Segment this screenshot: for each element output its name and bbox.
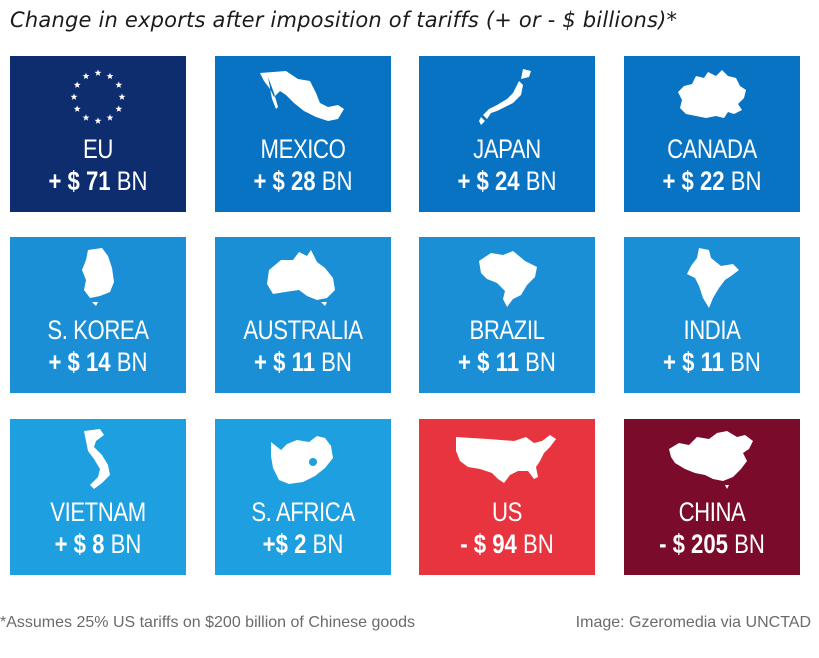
tile-value-amount: - $ 205 xyxy=(659,529,729,559)
tile-value-label: + $ 28 BN xyxy=(231,166,375,197)
tile-value-unit: BN xyxy=(519,166,557,196)
tile-vietnam: VIETNAM + $ 8 BN xyxy=(10,419,186,575)
tile-value-label: + $ 22 BN xyxy=(640,166,784,197)
tile-value-unit: BN xyxy=(519,347,556,377)
tile-country-label: JAPAN xyxy=(473,134,541,164)
tile-value-unit: BN xyxy=(724,347,761,377)
tile-value-unit: BN xyxy=(516,529,554,559)
tile-value-amount: + $ 22 xyxy=(662,166,725,196)
tile-value-label: + $ 71 BN xyxy=(26,166,170,197)
india-map-icon xyxy=(624,247,800,309)
tile-china: CHINA - $ 205 BN xyxy=(624,419,800,575)
image-credit: Image: Gzeromedia via UNCTAD xyxy=(575,614,811,631)
tile-value-amount: +$ 2 xyxy=(262,529,307,559)
china-map-icon xyxy=(624,429,800,491)
tile-country-label: CHINA xyxy=(678,497,746,527)
tile-value-label: - $ 205 BN xyxy=(640,529,784,560)
tile-s-africa: S. AFRICA +$ 2 BN xyxy=(215,419,391,575)
tile-eu: EU + $ 71 BN xyxy=(10,56,186,212)
tile-value-amount: + $ 24 xyxy=(457,166,520,196)
tile-value-label: +$ 2 BN xyxy=(231,529,375,560)
south-korea-map-icon xyxy=(10,247,186,309)
tile-value-amount: + $ 14 xyxy=(48,347,111,377)
tile-value-label: + $ 11 BN xyxy=(435,347,579,378)
country-tile-grid: EU + $ 71 BN MEXICO + $ 28 BN JAPAN + $ 24 BN… xyxy=(10,56,800,576)
footnote: *Assumes 25% US tariffs on $200 billion … xyxy=(0,614,416,631)
tile-value-unit: BN xyxy=(306,529,344,559)
canada-map-icon xyxy=(624,66,800,128)
tile-mexico: MEXICO + $ 28 BN xyxy=(215,56,391,212)
tile-value-unit: BN xyxy=(110,347,148,377)
tile-country-label: VIETNAM xyxy=(50,497,146,527)
tile-country-label: S. AFRICA xyxy=(251,497,355,527)
tile-brazil: BRAZIL + $ 11 BN xyxy=(419,237,595,393)
us-map-icon xyxy=(419,429,595,491)
tile-value-label: + $ 11 BN xyxy=(231,347,375,378)
tile-country-label: AUSTRALIA xyxy=(243,315,363,345)
chart-title: Change in exports after imposition of ta… xyxy=(10,8,678,32)
tile-japan: JAPAN + $ 24 BN xyxy=(419,56,595,212)
tile-country-label: MEXICO xyxy=(260,134,346,164)
tile-australia: AUSTRALIA + $ 11 BN xyxy=(215,237,391,393)
tile-us: US - $ 94 BN xyxy=(419,419,595,575)
tile-canada: CANADA + $ 22 BN xyxy=(624,56,800,212)
japan-map-icon xyxy=(419,66,595,128)
tile-value-unit: BN xyxy=(104,529,142,559)
tile-country-label: EU xyxy=(83,134,113,164)
tile-value-amount: + $ 28 xyxy=(253,166,316,196)
tile-country-label: CANADA xyxy=(667,134,757,164)
tile-value-label: - $ 94 BN xyxy=(435,529,579,560)
tile-value-unit: BN xyxy=(728,529,765,559)
tile-value-unit: BN xyxy=(315,166,353,196)
tile-value-amount: + $ 71 xyxy=(48,166,111,196)
tile-value-amount: + $ 8 xyxy=(54,529,105,559)
tile-value-amount: + $ 11 xyxy=(254,347,316,377)
tile-country-label: S. KOREA xyxy=(47,315,149,345)
tile-value-unit: BN xyxy=(315,347,352,377)
tile-india: INDIA + $ 11 BN xyxy=(624,237,800,393)
tile-value-amount: + $ 11 xyxy=(458,347,520,377)
tile-s-korea: S. KOREA + $ 14 BN xyxy=(10,237,186,393)
tile-value-unit: BN xyxy=(724,166,762,196)
eu-stars-icon xyxy=(10,66,186,128)
tile-value-label: + $ 8 BN xyxy=(26,529,170,560)
tile-value-amount: - $ 94 xyxy=(460,529,517,559)
brazil-map-icon xyxy=(419,247,595,309)
mexico-map-icon xyxy=(215,66,391,128)
australia-map-icon xyxy=(215,247,391,309)
south-africa-map-icon xyxy=(215,429,391,491)
tile-value-label: + $ 24 BN xyxy=(435,166,579,197)
tile-country-label: BRAZIL xyxy=(469,315,545,345)
tile-value-label: + $ 14 BN xyxy=(26,347,170,378)
tile-country-label: INDIA xyxy=(683,315,741,345)
tile-value-amount: + $ 11 xyxy=(663,347,725,377)
vietnam-map-icon xyxy=(10,429,186,491)
tile-value-unit: BN xyxy=(110,166,148,196)
tile-value-label: + $ 11 BN xyxy=(640,347,784,378)
tile-country-label: US xyxy=(492,497,522,527)
